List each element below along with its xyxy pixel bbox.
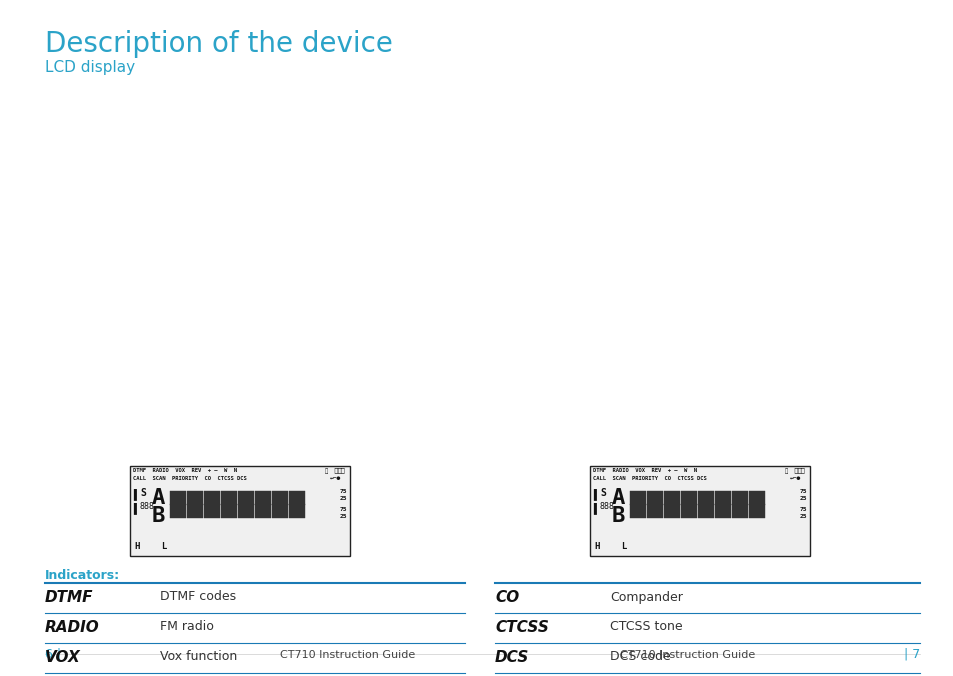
Bar [663,504,679,518]
Text: | 7: | 7 [902,647,919,660]
Text: ⚿  ⎕⎕⎕: ⚿ ⎕⎕⎕ [325,468,344,474]
Bar [254,491,271,505]
Text: RADIO: RADIO [45,619,100,635]
Text: VOX: VOX [45,650,81,665]
Text: A: A [612,488,625,508]
Text: B: B [612,506,625,526]
Text: DCS: DCS [495,650,529,665]
Text: ⚿  ⎕⎕⎕: ⚿ ⎕⎕⎕ [784,468,803,474]
Text: 6 |: 6 | [45,647,61,660]
Text: 75: 75 [799,489,806,494]
Text: FM radio: FM radio [160,621,213,633]
Bar [272,504,288,518]
Bar [680,504,697,518]
Text: LCD display: LCD display [45,60,135,75]
Bar [663,491,679,505]
Bar [680,491,697,505]
Bar [237,504,253,518]
Text: 25: 25 [799,514,806,519]
Text: DCS code: DCS code [609,650,670,664]
Text: CT710 Instruction Guide: CT710 Instruction Guide [280,650,415,660]
Bar [221,504,236,518]
Text: DTMF  RADIO  VOX  REV  + –  W  N: DTMF RADIO VOX REV + – W N [132,468,236,473]
Text: 75: 75 [339,507,347,512]
Bar [698,491,713,505]
Bar [130,466,350,556]
Text: H    L: H L [595,542,626,551]
Bar [589,466,809,556]
Bar [731,504,747,518]
Bar [272,491,288,505]
Text: 888: 888 [599,502,615,511]
Bar [237,491,253,505]
Bar [289,504,305,518]
Text: DTMF  RADIO  VOX  REV  + –  W  N: DTMF RADIO VOX REV + – W N [593,468,697,473]
Text: Indicators:: Indicators: [45,569,120,582]
Bar [221,491,236,505]
Text: CTCSS tone: CTCSS tone [609,621,682,633]
Bar [646,504,662,518]
Text: CT710 Instruction Guide: CT710 Instruction Guide [619,650,755,660]
Bar [731,491,747,505]
Text: 25: 25 [339,514,347,519]
Text: ▌: ▌ [593,488,598,500]
Text: 75: 75 [799,507,806,512]
Text: DTMF codes: DTMF codes [160,591,236,604]
Text: CTCSS: CTCSS [495,619,548,635]
Bar [748,504,764,518]
Text: CO: CO [495,589,518,604]
Text: S: S [140,488,146,498]
Text: Vox function: Vox function [160,650,237,664]
Bar [714,504,730,518]
Bar [254,504,271,518]
Bar [187,504,203,518]
Bar [204,504,220,518]
Text: B: B [152,506,165,526]
Text: A: A [152,488,165,508]
Text: 888: 888 [140,502,154,511]
Text: CALL  SCAN  PRIORITY  CO  CTCSS DCS: CALL SCAN PRIORITY CO CTCSS DCS [132,476,247,481]
Bar [170,504,186,518]
Text: Description of the device: Description of the device [45,30,393,58]
Text: ▌: ▌ [132,488,139,500]
Text: H    L: H L [135,542,167,551]
Text: 25: 25 [799,496,806,501]
Bar [170,491,186,505]
Bar [204,491,220,505]
Text: 25: 25 [339,496,347,501]
Text: Compander: Compander [609,591,682,604]
Bar [748,491,764,505]
Bar [629,491,645,505]
Text: DTMF: DTMF [45,589,93,604]
Text: ←─●: ←─● [789,476,801,481]
Bar [714,491,730,505]
Bar [629,504,645,518]
Bar [646,491,662,505]
Text: 75: 75 [339,489,347,494]
Bar [187,491,203,505]
Text: CALL  SCAN  PRIORITY  CO  CTCSS DCS: CALL SCAN PRIORITY CO CTCSS DCS [593,476,706,481]
Text: ←─●: ←─● [330,476,341,481]
Text: S: S [599,488,605,498]
Bar [698,504,713,518]
Bar [289,491,305,505]
Text: ▌: ▌ [593,502,598,514]
Text: ▌: ▌ [132,502,139,514]
